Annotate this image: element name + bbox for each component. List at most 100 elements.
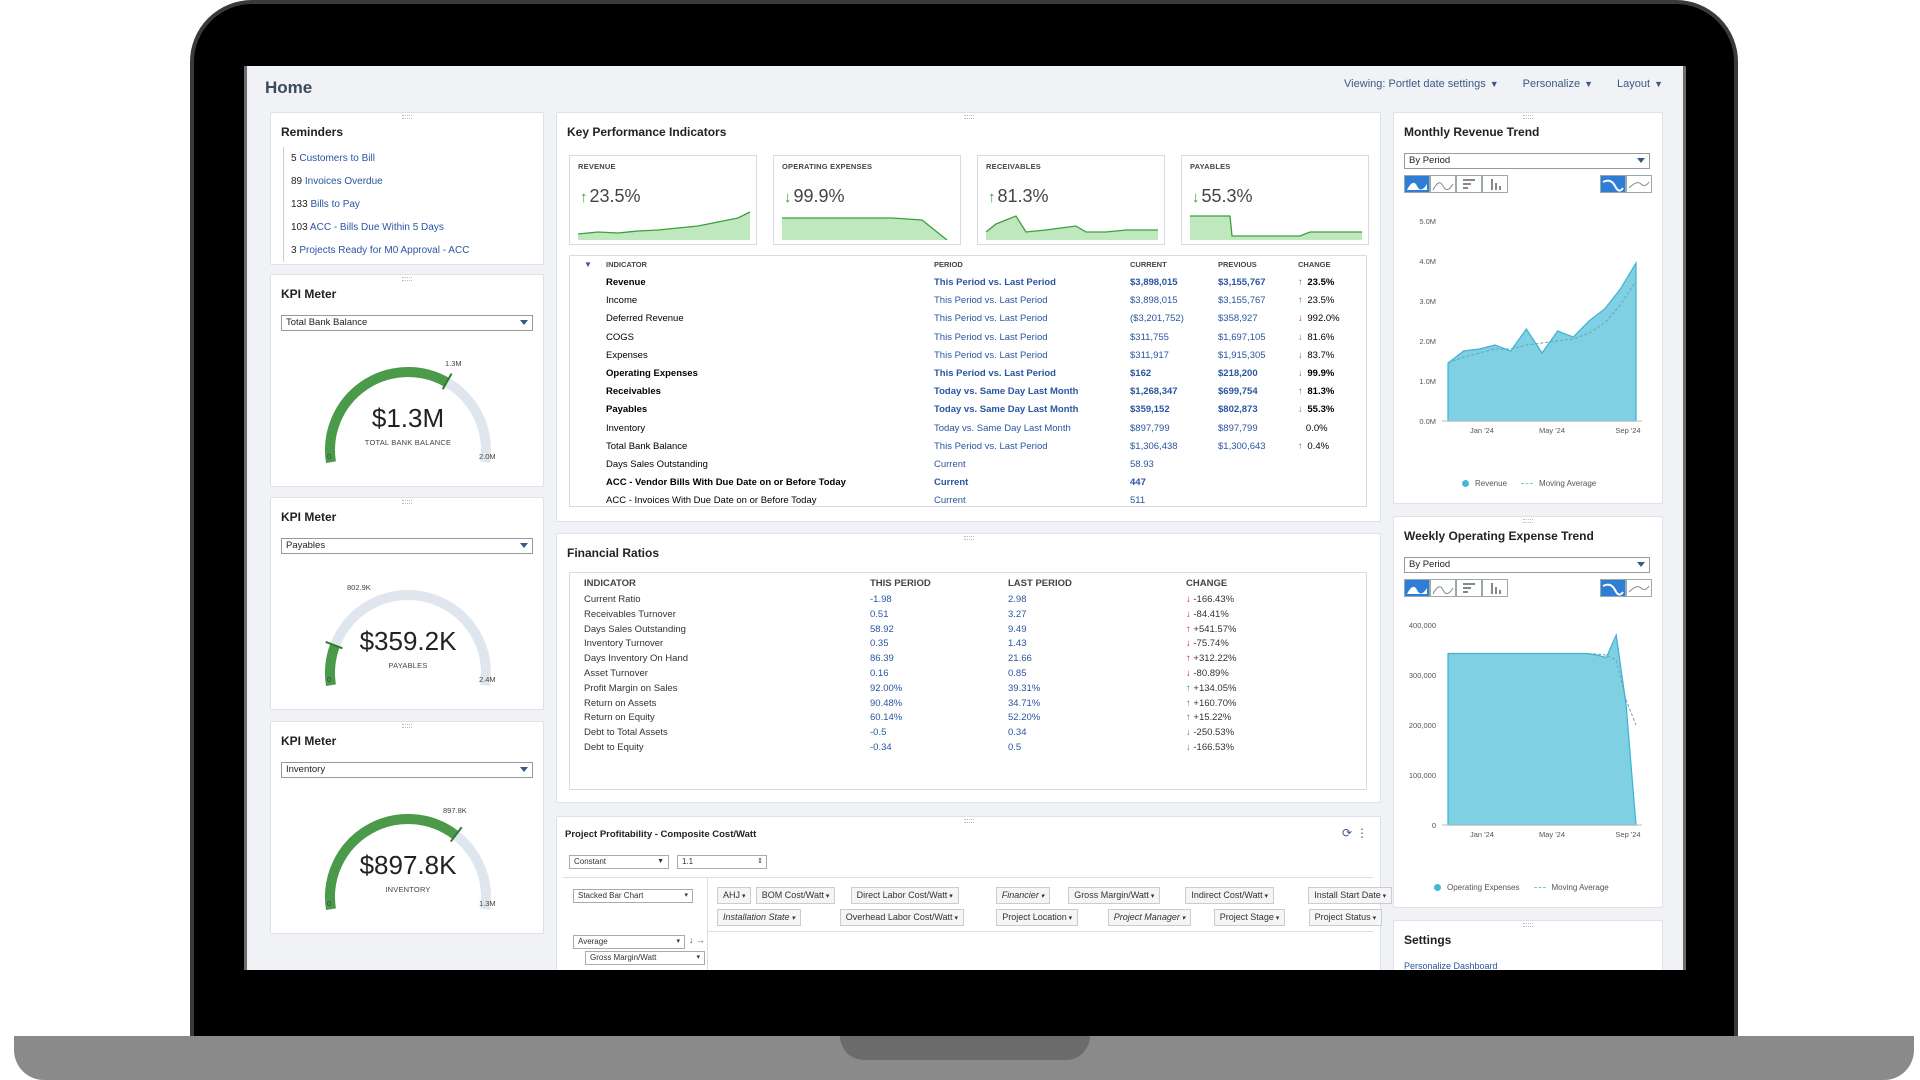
this-period-value[interactable]: 92.00% [870,682,903,694]
line-chart-button[interactable] [1430,579,1456,597]
bar-chart-button[interactable] [1482,579,1508,597]
previous-value[interactable]: $897,799 [1218,422,1258,434]
reminder-item[interactable]: 3 Projects Ready for M0 Approval - ACC [291,239,469,262]
reminder-item[interactable]: 5 Customers to Bill [291,147,469,170]
period-select[interactable]: By Period [1404,557,1650,573]
current-value[interactable]: 511 [1130,495,1146,507]
drag-handle[interactable] [402,724,412,728]
last-period-value[interactable]: 39.31% [1008,682,1041,694]
drag-handle[interactable] [1523,519,1533,523]
reminder-link[interactable]: Bills to Pay [310,199,360,210]
drag-handle[interactable] [1523,923,1533,927]
previous-value[interactable]: $1,697,105 [1218,331,1266,343]
current-value[interactable]: $311,755 [1130,331,1169,343]
period-link[interactable]: This Period vs. Last Period [934,349,1048,361]
drag-handle[interactable] [963,115,974,119]
this-period-value[interactable]: 0.51 [870,608,889,620]
previous-value[interactable]: $1,300,643 [1218,440,1266,452]
last-period-value[interactable]: 1.43 [1008,638,1027,650]
this-period-value[interactable]: 0.35 [870,638,889,650]
more-options-icon[interactable]: ⋮ [1356,826,1368,840]
constant-select[interactable]: Constant ▼ [569,855,669,869]
legend-moving-average[interactable]: Moving Average [1551,883,1609,892]
field-chip[interactable]: Installation State ▾ [717,909,802,926]
last-period-value[interactable]: 52.20% [1008,712,1041,724]
previous-value[interactable]: $218,200 [1218,368,1258,379]
field-chip[interactable]: Project Stage ▾ [1213,909,1286,926]
series-area[interactable] [1447,632,1637,826]
field-chip[interactable]: Direct Labor Cost/Watt ▾ [850,887,959,904]
current-value[interactable]: $3,898,015 [1130,295,1178,307]
period-link[interactable]: Current [934,477,969,489]
current-value[interactable]: $311,917 [1130,349,1169,361]
aggregation-select[interactable]: Average ▾ [573,935,685,949]
last-period-value[interactable]: 3.27 [1008,608,1027,620]
last-period-value[interactable]: 2.98 [1008,594,1027,605]
this-period-value[interactable]: 60.14% [870,712,903,724]
last-period-value[interactable]: 21.66 [1008,653,1032,665]
period-link[interactable]: Today vs. Same Day Last Month [934,422,1071,434]
field-chip[interactable]: Project Location ▾ [996,909,1079,926]
layout-menu[interactable]: Layout ▼ [1617,78,1663,90]
drag-handle[interactable] [963,536,974,540]
kpi-card-operating-expenses[interactable]: OPERATING EXPENSES ↓ 99.9% [773,155,961,245]
current-value[interactable]: 447 [1130,477,1146,489]
trend-toggle-on[interactable] [1600,579,1626,597]
field-chip[interactable]: Overhead Labor Cost/Watt ▾ [839,909,964,926]
this-period-value[interactable]: -0.5 [870,727,887,739]
kpi-meter-select[interactable]: Inventory [281,762,533,778]
legend-moving-average[interactable]: Moving Average [1539,479,1597,488]
field-chip[interactable]: Gross Margin/Watt ▾ [1068,887,1161,904]
moving-average-line[interactable] [1447,280,1637,364]
drag-handle[interactable] [402,500,412,504]
personalize-dashboard-link[interactable]: Personalize Dashboard [1404,961,1498,970]
current-value[interactable]: $3,898,015 [1130,277,1178,288]
hbar-chart-button[interactable] [1456,579,1482,597]
current-value[interactable]: ($3,201,752) [1130,313,1184,325]
current-value[interactable]: $1,306,438 [1130,440,1178,452]
drag-handle[interactable] [1523,115,1533,119]
current-value[interactable]: 58.93 [1130,459,1154,470]
current-value[interactable]: $359,152 [1130,404,1170,416]
trend-toggle-off[interactable] [1626,175,1652,193]
chart-type-select[interactable]: Stacked Bar Chart ▾ [573,889,693,903]
period-link[interactable]: This Period vs. Last Period [934,368,1056,379]
kpi-card-receivables[interactable]: RECEIVABLES ↑ 81.3% [977,155,1165,245]
field-chip[interactable]: Indirect Cost/Watt ▾ [1185,887,1275,904]
previous-value[interactable]: $3,155,767 [1218,277,1266,288]
period-link[interactable]: This Period vs. Last Period [934,313,1048,325]
previous-value[interactable]: $3,155,767 [1218,295,1266,307]
this-period-value[interactable]: 0.16 [870,668,889,679]
kpi-meter-select[interactable]: Total Bank Balance [281,315,533,331]
this-period-value[interactable]: 90.48% [870,697,903,709]
constant-value-input[interactable]: 1.1 ⇕ [677,855,767,869]
line-chart-button[interactable] [1430,175,1456,193]
measure-select[interactable]: Gross Margin/Watt ▾ [585,951,705,965]
period-link[interactable]: Today vs. Same Day Last Month [934,404,1079,416]
field-chip[interactable]: Install Start Date ▾ [1308,887,1393,904]
bar-chart-button[interactable] [1482,175,1508,193]
current-value[interactable]: $1,268,347 [1130,386,1178,398]
period-link[interactable]: This Period vs. Last Period [934,331,1048,343]
period-select[interactable]: By Period [1404,153,1650,169]
reminder-item[interactable]: 103 ACC - Bills Due Within 5 Days [291,216,469,239]
legend-series[interactable]: Revenue [1475,479,1508,488]
refresh-icon[interactable]: ⟳ [1341,826,1352,840]
this-period-value[interactable]: -1.98 [870,594,892,605]
sort-icon[interactable]: ↓ → [689,935,706,945]
kpi-meter-select[interactable]: Payables [281,538,533,554]
last-period-value[interactable]: 0.85 [1008,668,1027,679]
this-period-value[interactable]: 58.92 [870,623,894,635]
hbar-chart-button[interactable] [1456,175,1482,193]
field-chip[interactable]: Financier ▾ [995,887,1051,904]
drag-handle[interactable] [402,115,412,119]
this-period-value[interactable]: -0.34 [870,742,892,753]
drag-handle[interactable] [963,819,974,823]
this-period-value[interactable]: 86.39 [870,653,894,665]
period-link[interactable]: Today vs. Same Day Last Month [934,386,1079,398]
period-link[interactable]: This Period vs. Last Period [934,440,1048,452]
series-area[interactable] [1447,260,1637,422]
last-period-value[interactable]: 0.34 [1008,727,1027,739]
reminder-item[interactable]: 89 Invoices Overdue [291,170,469,193]
reminder-link[interactable]: Customers to Bill [299,153,375,164]
